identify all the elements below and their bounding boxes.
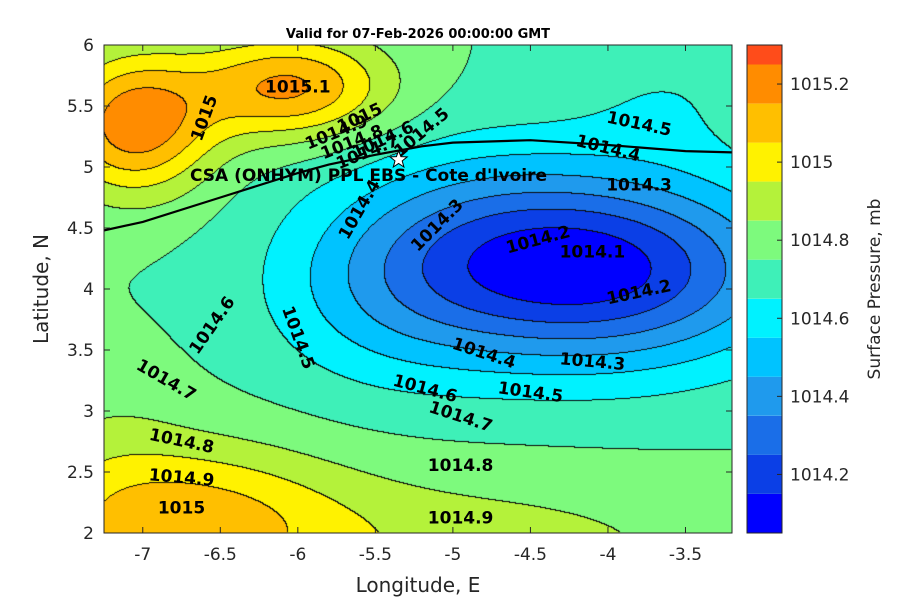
y-axis: 2 2.5 3 3.5 4 4.5 5 5.5 6 [67,36,732,544]
contour-label: 1015.1 [265,78,331,98]
x-tick-label: -5.5 [359,545,392,565]
plot-area [104,45,732,533]
colorbar-band [747,45,782,65]
contour-label: 1014.9 [428,508,494,528]
colorbar-band [747,103,782,143]
x-axis: -7 -6.5 -6 -5.5 -5 -4.5 -4 -3.5 [134,45,702,565]
colorbar-band [747,298,782,338]
x-tick-label: -6.5 [204,545,237,565]
colorbar-band [747,181,782,221]
colorbar-tick-label: 1015 [790,153,833,173]
x-tick-label: -6 [289,545,306,565]
contour-label: 1014.3 [606,175,672,195]
pressure-field [104,45,732,533]
colorbar-ticks: 1014.2 1014.4 1014.6 1014.8 1015 1015.2 [777,75,849,485]
x-tick-label: -4 [599,545,616,565]
colorbar-band [747,142,782,182]
colorbar-band [747,64,782,104]
colorbar-tick-label: 1014.2 [790,465,849,485]
colorbar-band [747,494,782,533]
x-tick-label: -7 [134,545,151,565]
colorbar-tick-label: 1014.8 [790,231,849,251]
colorbar-bands [747,45,782,533]
colorbar: 1014.2 1014.4 1014.6 1014.8 1015 1015.2 Surfa… [746,44,885,534]
contour-label: 1015 [158,499,205,519]
y-tick-label: 6 [83,36,94,56]
site-star-marker [388,149,409,169]
x-tick-label: -3.5 [669,545,702,565]
y-tick-label: 5.5 [67,97,94,117]
colorbar-tick-label: 1015.2 [790,75,849,95]
x-tick-label: -5 [444,545,461,565]
y-tick-label: 2 [83,524,94,544]
x-axis-title: Longitude, E [356,573,481,597]
colorbar-band [747,259,782,299]
y-axis-title: Latitude, N [29,234,53,344]
site-label: CSA (ONHYM) PPL EBS - Cote d'Ivoire [190,166,547,186]
contour-label: 1014.1 [560,242,626,262]
y-tick-label: 3 [83,402,94,422]
colorbar-tick-label: 1014.4 [790,387,849,407]
colorbar-band [747,415,782,455]
colorbar-tick-label: 1014.6 [790,309,849,329]
y-tick-label: 2.5 [67,463,94,483]
colorbar-band [747,376,782,416]
colorbar-frame [746,44,783,534]
x-tick-label: -4.5 [514,545,547,565]
contour-label: 1014.8 [428,456,494,476]
plot-title: Valid for 07-Feb-2026 00:00:00 GMT [286,27,550,42]
colorbar-band [747,337,782,377]
y-tick-label: 3.5 [67,341,94,361]
colorbar-band [747,220,782,260]
colorbar-band [747,454,782,494]
colorbar-title: Surface Pressure, mb [865,199,885,380]
y-tick-label: 4.5 [67,219,94,239]
y-tick-label: 5 [83,158,94,178]
y-tick-label: 4 [83,280,94,300]
